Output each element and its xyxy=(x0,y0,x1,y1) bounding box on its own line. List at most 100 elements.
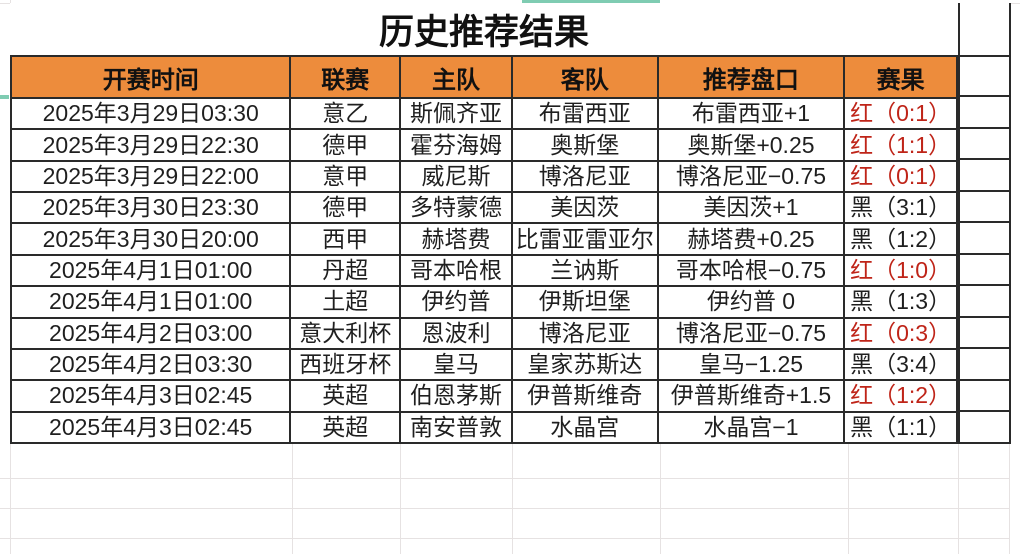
league-cell[interactable]: 德甲 xyxy=(291,193,402,225)
gridline xyxy=(660,444,661,554)
kickoff-time-cell[interactable]: 2025年4月3日02:45 xyxy=(12,412,292,444)
gridline xyxy=(848,444,849,554)
league-cell[interactable]: 英超 xyxy=(291,381,402,413)
kickoff-time-cell[interactable]: 2025年3月30日20:00 xyxy=(12,224,292,256)
result-cell[interactable]: 红（1:0） xyxy=(845,255,958,288)
home-team-cell[interactable]: 威尼斯 xyxy=(401,161,513,194)
handicap-cell[interactable]: 赫塔费+0.25 xyxy=(658,224,846,256)
result-cell[interactable]: 黑（1:3） xyxy=(845,287,958,319)
empty-cell[interactable] xyxy=(960,160,1009,192)
empty-cell[interactable] xyxy=(960,286,1009,318)
result-cell[interactable]: 黑（1:1） xyxy=(845,412,958,444)
result-cell[interactable]: 红（1:2） xyxy=(845,381,958,413)
league-cell[interactable]: 西班牙杯 xyxy=(291,349,402,382)
result-cell[interactable]: 红（0:1） xyxy=(845,99,958,131)
home-team-cell[interactable]: 伊约普 xyxy=(401,287,513,319)
table-row: 2025年3月29日22:00 意甲 威尼斯 博洛尼亚 博洛尼亚−0.75 红（… xyxy=(12,161,958,194)
home-team-cell[interactable]: 多特蒙德 xyxy=(401,193,513,225)
home-team-cell[interactable]: 霍芬海姆 xyxy=(401,130,513,162)
home-team-cell[interactable]: 斯佩齐亚 xyxy=(401,99,513,131)
home-team-cell[interactable]: 南安普敦 xyxy=(401,412,513,444)
kickoff-time-cell[interactable]: 2025年3月29日22:30 xyxy=(12,130,292,162)
away-team-cell[interactable]: 兰讷斯 xyxy=(512,255,659,288)
result-cell[interactable]: 黑（3:4） xyxy=(845,349,958,382)
header-recommended-handicap[interactable]: 推荐盘口 xyxy=(658,57,846,99)
league-cell[interactable]: 德甲 xyxy=(291,130,402,162)
empty-cell[interactable] xyxy=(960,318,1009,350)
handicap-cell[interactable]: 哥本哈根−0.75 xyxy=(658,255,846,288)
kickoff-time-cell[interactable]: 2025年3月29日03:30 xyxy=(12,99,292,131)
away-team-cell[interactable]: 水晶宫 xyxy=(512,412,659,444)
header-away-team[interactable]: 客队 xyxy=(512,57,659,99)
gridline xyxy=(0,478,1010,479)
handicap-cell[interactable]: 奥斯堡+0.25 xyxy=(658,130,846,162)
handicap-cell[interactable]: 博洛尼亚−0.75 xyxy=(658,318,846,350)
empty-cell[interactable] xyxy=(960,381,1009,413)
away-team-cell[interactable]: 比雷亚雷亚尔 xyxy=(512,224,659,256)
result-cell[interactable]: 红（0:3） xyxy=(845,318,958,350)
kickoff-time-cell[interactable]: 2025年3月29日22:00 xyxy=(12,161,292,194)
table-row: 2025年4月2日03:30 西班牙杯 皇马 皇家苏斯达 皇马−1.25 黑（3… xyxy=(12,349,958,382)
away-team-cell[interactable]: 美因茨 xyxy=(512,193,659,225)
empty-cell[interactable] xyxy=(960,55,1009,97)
selection-highlight-top xyxy=(522,0,660,4)
home-team-cell[interactable]: 赫塔费 xyxy=(401,224,513,256)
league-cell[interactable]: 英超 xyxy=(291,412,402,444)
gridline xyxy=(292,444,293,554)
away-team-cell[interactable]: 博洛尼亚 xyxy=(512,318,659,350)
kickoff-time-cell[interactable]: 2025年4月1日01:00 xyxy=(12,255,292,288)
table-row: 2025年4月2日03:00 意大利杯 恩波利 博洛尼亚 博洛尼亚−0.75 红… xyxy=(12,318,958,350)
home-team-cell[interactable]: 哥本哈根 xyxy=(401,255,513,288)
home-team-cell[interactable]: 恩波利 xyxy=(401,318,513,350)
gridline xyxy=(0,508,1010,509)
empty-cell[interactable] xyxy=(960,129,1009,161)
sheet-title[interactable]: 历史推荐结果 xyxy=(10,3,958,55)
results-table: 开赛时间 联赛 主队 客队 推荐盘口 赛果 2025年3月29日03:30 意乙… xyxy=(10,55,958,444)
kickoff-time-cell[interactable]: 2025年4月3日02:45 xyxy=(12,381,292,413)
empty-cell[interactable] xyxy=(960,223,1009,255)
kickoff-time-cell[interactable]: 2025年3月30日23:30 xyxy=(12,193,292,225)
home-team-cell[interactable]: 伯恩茅斯 xyxy=(401,381,513,413)
handicap-cell[interactable]: 布雷西亚+1 xyxy=(658,99,846,131)
league-cell[interactable]: 丹超 xyxy=(291,255,402,288)
league-cell[interactable]: 西甲 xyxy=(291,224,402,256)
handicap-cell[interactable]: 水晶宫−1 xyxy=(658,412,846,444)
result-cell[interactable]: 黑（3:1） xyxy=(845,193,958,225)
away-team-cell[interactable]: 皇家苏斯达 xyxy=(512,349,659,382)
header-home-team[interactable]: 主队 xyxy=(401,57,513,99)
result-cell[interactable]: 红（1:1） xyxy=(845,130,958,162)
away-team-cell[interactable]: 伊普斯维奇 xyxy=(512,381,659,413)
away-team-cell[interactable]: 奥斯堡 xyxy=(512,130,659,162)
handicap-cell[interactable]: 皇马−1.25 xyxy=(658,349,846,382)
selection-highlight-left xyxy=(0,95,9,99)
handicap-cell[interactable]: 美因茨+1 xyxy=(658,193,846,225)
empty-cell[interactable] xyxy=(960,192,1009,224)
league-cell[interactable]: 意甲 xyxy=(291,161,402,194)
handicap-cell[interactable]: 博洛尼亚−0.75 xyxy=(658,161,846,194)
handicap-cell[interactable]: 伊约普 0 xyxy=(658,287,846,319)
header-kickoff-time[interactable]: 开赛时间 xyxy=(12,57,292,99)
result-cell[interactable]: 红（0:1） xyxy=(845,161,958,194)
empty-cell[interactable] xyxy=(960,3,1009,55)
gridline xyxy=(512,444,513,554)
kickoff-time-cell[interactable]: 2025年4月2日03:00 xyxy=(12,318,292,350)
result-cell[interactable]: 黑（1:2） xyxy=(845,224,958,256)
table-body: 2025年3月29日03:30 意乙 斯佩齐亚 布雷西亚 布雷西亚+1 红（0:… xyxy=(12,99,958,444)
empty-cell[interactable] xyxy=(960,97,1009,129)
home-team-cell[interactable]: 皇马 xyxy=(401,349,513,382)
kickoff-time-cell[interactable]: 2025年4月1日01:00 xyxy=(12,287,292,319)
league-cell[interactable]: 意乙 xyxy=(291,99,402,131)
handicap-cell[interactable]: 伊普斯维奇+1.5 xyxy=(658,381,846,413)
away-team-cell[interactable]: 博洛尼亚 xyxy=(512,161,659,194)
empty-cell[interactable] xyxy=(960,255,1009,287)
league-cell[interactable]: 意大利杯 xyxy=(291,318,402,350)
empty-cell[interactable] xyxy=(960,349,1009,381)
header-league[interactable]: 联赛 xyxy=(291,57,402,99)
empty-cell[interactable] xyxy=(960,412,1009,445)
kickoff-time-cell[interactable]: 2025年4月2日03:30 xyxy=(12,349,292,382)
header-result[interactable]: 赛果 xyxy=(845,57,958,99)
league-cell[interactable]: 土超 xyxy=(291,287,402,319)
away-team-cell[interactable]: 布雷西亚 xyxy=(512,99,659,131)
away-team-cell[interactable]: 伊斯坦堡 xyxy=(512,287,659,319)
